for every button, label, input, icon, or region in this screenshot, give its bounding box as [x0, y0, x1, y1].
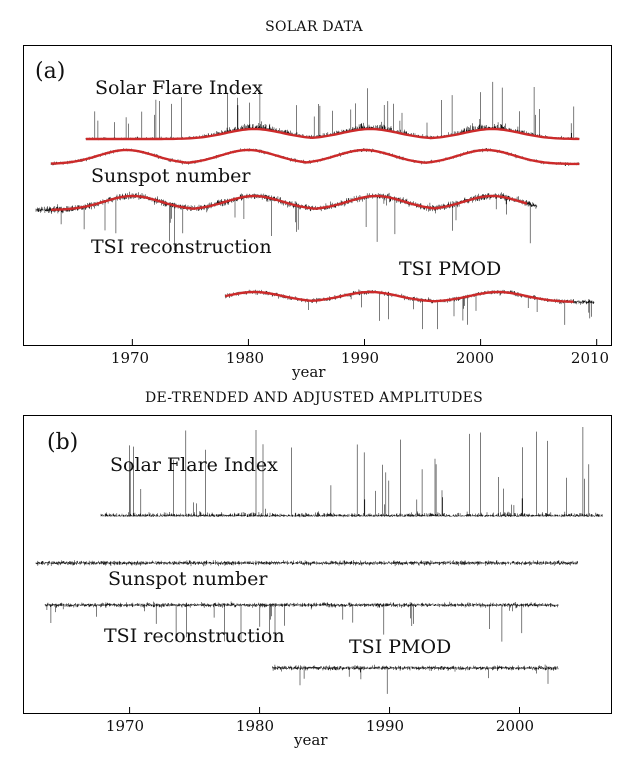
panel-b-series-label-tsi-reconstruction: TSI reconstruction [104, 625, 285, 647]
panel-a-series-label-flare: Solar Flare Index [95, 77, 263, 99]
panel-a-xtick-label: 1990 [340, 349, 380, 367]
panel-b-xtick-label: 2000 [495, 717, 535, 735]
panel-a-fit-1 [51, 148, 580, 166]
panel-a: (a) Solar Flare Index Sunspot number TSI… [23, 45, 612, 346]
figure-title-top: SOLAR DATA [265, 19, 363, 35]
panel-a-plot [35, 81, 598, 345]
panel-a-xlabel: year [292, 363, 326, 381]
panel-a-xtick-label: 1970 [110, 349, 150, 367]
panel-b-series-3 [272, 664, 559, 694]
panel-b-series-label-sunspot: Sunspot number [108, 568, 268, 590]
figure-title-bottom: DE-TRENDED AND ADJUSTED AMPLITUDES [144, 390, 484, 406]
panel-b-series-2 [44, 601, 559, 642]
panel-a-xtick-label: 2000 [455, 349, 495, 367]
panel-b-xtick-label: 1970 [105, 717, 145, 735]
panel-b-series-label-flare: Solar Flare Index [110, 454, 278, 476]
panel-b-xtick-label: 1990 [365, 717, 405, 735]
panel-a-xtick-label: 2010 [570, 349, 610, 367]
panel-b-plot [35, 427, 603, 713]
panel-a-series-label-sunspot: Sunspot number [91, 165, 251, 187]
panel-a-label: (a) [35, 59, 66, 84]
panel-b-series-1 [35, 560, 578, 567]
panel-b-series-label-tsi-pmod: TSI PMOD [349, 636, 452, 658]
panel-b: (b) Solar Flare Index Sunspot number TSI… [23, 415, 612, 714]
panel-a-series-label-tsi-reconstruction: TSI reconstruction [91, 236, 272, 258]
panel-a-fit-2 [51, 194, 528, 211]
panel-b-xtick-label: 1980 [235, 717, 275, 735]
panel-a-fit-0 [85, 127, 580, 141]
panel-b-series-0 [100, 427, 603, 518]
panel-a-xtick-label: 1980 [225, 349, 265, 367]
panel-b-label: (b) [47, 430, 79, 455]
panel-a-fit-3 [224, 290, 574, 303]
panel-a-series-label-tsi-pmod: TSI PMOD [399, 258, 502, 280]
panel-b-xlabel: year [294, 731, 328, 749]
